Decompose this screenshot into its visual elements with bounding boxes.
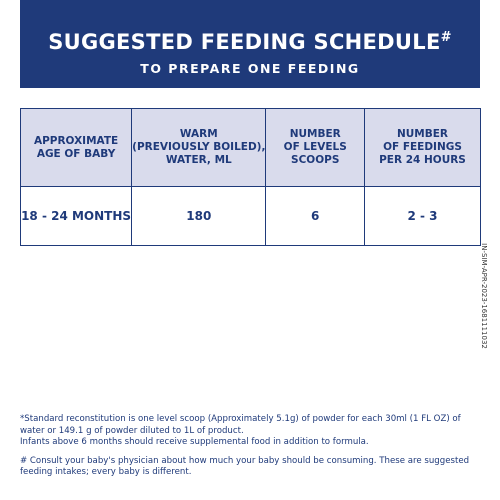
- title-text: SUGGESTED FEEDING SCHEDULE: [48, 30, 441, 54]
- data-row: 18 - 24 MONTHS 180 6 2 - 3: [19, 186, 481, 246]
- footnote: # Consult your baby's physician about ho…: [20, 456, 485, 479]
- header-line: APPROXIMATE: [33, 134, 119, 147]
- data-cell: 2 - 3: [364, 186, 481, 246]
- header-line: (PREVIOUSLY BOILED),: [132, 141, 266, 153]
- header-line: WATER, ML: [165, 154, 232, 166]
- header-cell: NUMBER OF FEEDINGS PER 24 HOURS: [364, 108, 481, 187]
- header-line: OF LEVELS: [283, 141, 347, 153]
- footnote-line: *Standard reconstitution is one level sc…: [20, 414, 461, 424]
- footnote-line: # Consult your baby's physician about ho…: [20, 455, 470, 466]
- footnotes: *Standard reconstitution is one level sc…: [20, 414, 485, 486]
- header-row: APPROXIMATE AGE OF BABY WARM (PREVIOUSLY BO…: [19, 108, 481, 187]
- footnote-line: Infants above 6 months should receive su…: [20, 437, 369, 447]
- side-code: IN-SIM-APR-2023-1681111032: [480, 243, 488, 349]
- header-cell: APPROXIMATE AGE OF BABY: [19, 108, 133, 187]
- header-line: WARM: [179, 128, 218, 140]
- footnote-line: water or 149.1 g of powder diluted to 1L…: [20, 425, 244, 436]
- title-mark: #: [440, 30, 452, 45]
- header-line: PER 24 HOURS: [379, 154, 466, 166]
- header-line: NUMBER: [289, 128, 341, 140]
- footnote: *Standard reconstitution is one level sc…: [20, 414, 485, 449]
- data-cell: 180: [131, 186, 267, 246]
- title: SUGGESTED FEEDING SCHEDULE#: [20, 30, 480, 54]
- feeding-table: APPROXIMATE AGE OF BABY WARM (PREVIOUSLY BO…: [19, 108, 481, 246]
- footnote-line: feeding intakes; every baby is different…: [20, 467, 192, 477]
- header-line: OF FEEDINGS: [383, 141, 462, 153]
- banner: SUGGESTED FEEDING SCHEDULE# TO PREPARE O…: [20, 0, 480, 88]
- header-cell: WARM (PREVIOUSLY BOILED), WATER, ML: [131, 108, 267, 187]
- data-cell: 18 - 24 MONTHS: [19, 186, 133, 246]
- header-line: AGE OF BABY: [36, 147, 116, 160]
- subtitle: TO PREPARE ONE FEEDING: [140, 61, 360, 76]
- header-cell: NUMBER OF LEVELS SCOOPS: [265, 108, 365, 187]
- header-line: NUMBER: [396, 128, 449, 140]
- data-cell: 6: [265, 186, 365, 246]
- header-line: SCOOPS: [291, 154, 340, 166]
